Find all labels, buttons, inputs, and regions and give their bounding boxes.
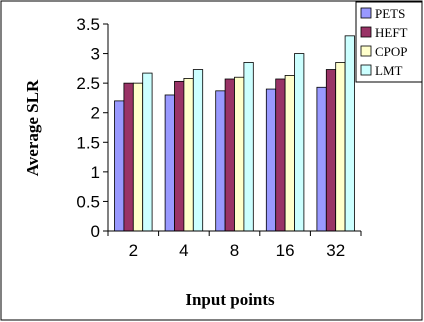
y-tick-label: 0.5 <box>76 192 100 211</box>
bar-cpop-16 <box>284 75 295 232</box>
bar-lmt-8 <box>243 62 254 232</box>
bar-pets-2 <box>114 100 125 232</box>
bar-cpop-32 <box>335 62 346 232</box>
y-tick-label: 1.5 <box>76 133 100 152</box>
y-tick-label: 2.5 <box>76 74 100 93</box>
x-tick-label: 8 <box>230 241 239 260</box>
legend-label-heft: HEFT <box>375 25 408 40</box>
bar-lmt-4 <box>192 69 204 232</box>
y-axis-title: Average SLR <box>23 79 42 176</box>
legend-label-lmt: LMT <box>375 63 403 78</box>
bar-lmt-32 <box>344 35 355 232</box>
bar-cpop-2 <box>132 82 144 232</box>
bar-cpop-4 <box>183 78 194 232</box>
bar-lmt-16 <box>294 53 305 232</box>
legend-swatch-pets <box>360 7 372 19</box>
bar-lmt-2 <box>142 72 153 232</box>
legend-label-cpop: CPOP <box>375 44 408 59</box>
x-tick-label: 4 <box>179 241 188 260</box>
bar-heft-8 <box>224 78 235 232</box>
bar-heft-32 <box>325 69 337 232</box>
bar-pets-16 <box>265 88 277 232</box>
x-tick-label: 16 <box>276 241 295 260</box>
bar-heft-4 <box>174 80 185 232</box>
y-tick-label: 3.5 <box>76 15 100 34</box>
y-axis-ticks: 0 0.5 1 1.5 2 2.5 3 3.5 <box>76 15 108 241</box>
x-tick-label: 2 <box>129 241 138 260</box>
legend-swatch-cpop <box>360 45 372 57</box>
bar-pets-32 <box>316 86 327 232</box>
x-axis-ticks: 2 4 8 16 32 <box>107 231 362 260</box>
legend: PETS HEFT CPOP LMT <box>355 1 423 83</box>
legend-label-pets: PETS <box>375 6 405 21</box>
bar-pets-4 <box>164 94 175 232</box>
bar-pets-8 <box>215 90 226 232</box>
bars <box>114 35 355 232</box>
x-axis-title: Input points <box>185 290 275 309</box>
y-tick-label: 2 <box>91 104 100 123</box>
y-tick-label: 3 <box>91 45 100 64</box>
bar-cpop-8 <box>234 76 245 232</box>
bar-heft-2 <box>123 82 134 232</box>
bar-heft-16 <box>275 78 286 232</box>
y-tick-label: 0 <box>91 222 100 241</box>
y-tick-label: 1 <box>91 163 100 182</box>
x-tick-label: 32 <box>326 241 345 260</box>
legend-swatch-heft <box>360 26 372 38</box>
legend-swatch-lmt <box>360 64 372 76</box>
